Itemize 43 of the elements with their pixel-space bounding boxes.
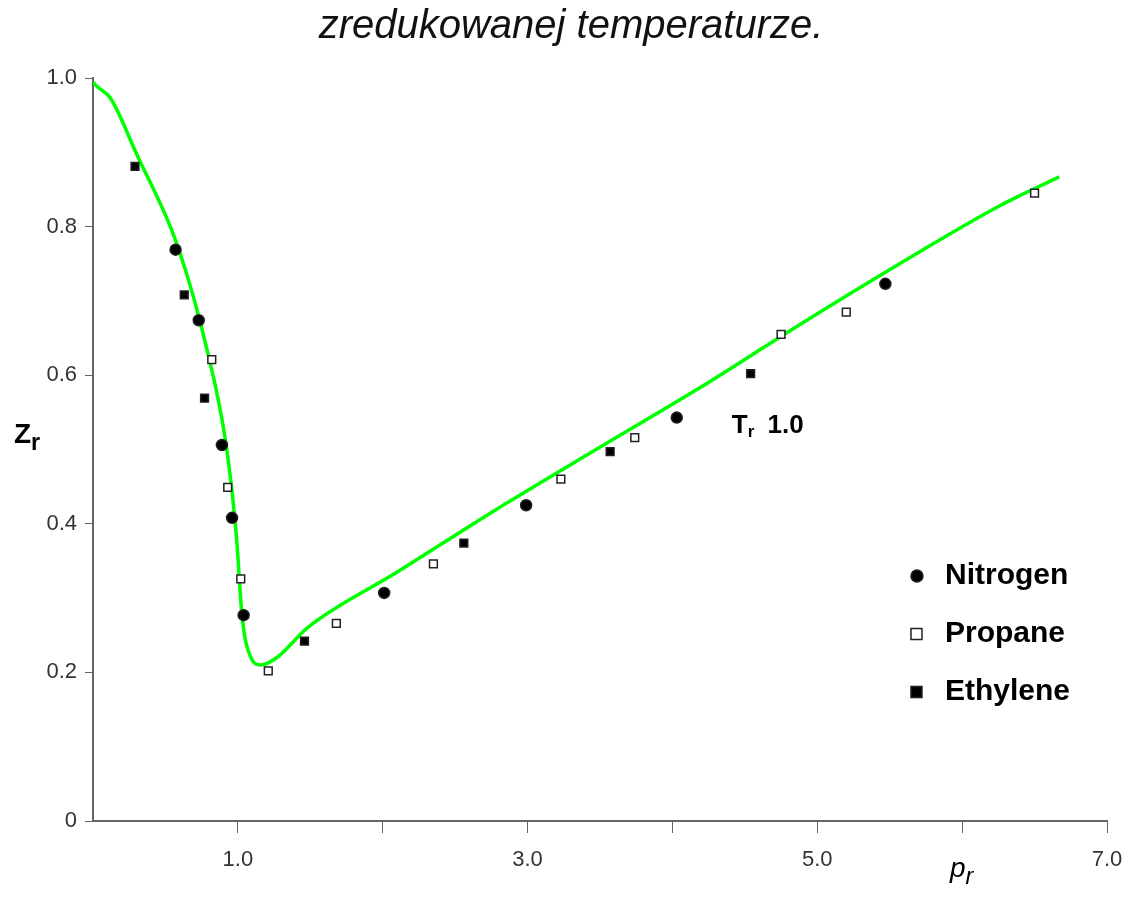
legend-label: Propane — [944, 615, 1065, 649]
point — [630, 432, 640, 443]
point — [879, 277, 892, 291]
point — [199, 393, 210, 403]
point — [1029, 188, 1040, 198]
point — [299, 636, 310, 646]
x-tick-label: 5.0 — [801, 846, 833, 872]
point — [556, 474, 566, 484]
y-tick-label: 0.2 — [46, 658, 77, 684]
point — [776, 329, 786, 339]
x-tick-label: 1.0 — [222, 846, 254, 872]
y-axis-title: Z$_{r}$ — [14, 418, 41, 456]
point — [746, 369, 756, 379]
point — [459, 538, 469, 548]
point — [605, 447, 615, 457]
point — [130, 161, 140, 172]
legend-label: Nitrogen — [944, 557, 1069, 591]
y-tick-label: 0.8 — [46, 212, 77, 238]
x-tick-label: 3.0 — [512, 846, 543, 872]
y-tick-label: 0.6 — [46, 361, 77, 387]
y-tick-label: 1.0 — [46, 64, 77, 90]
point — [236, 574, 246, 584]
point — [225, 511, 239, 525]
point — [331, 618, 341, 628]
point — [841, 307, 851, 317]
x-axis-title: p$_{r}$ — [950, 852, 974, 890]
x-tick-label: 7.0 — [1091, 846, 1123, 872]
point — [237, 608, 250, 622]
point — [207, 354, 217, 365]
y-tick-label: 0 — [64, 807, 77, 833]
point — [192, 313, 205, 327]
point — [215, 438, 229, 452]
point — [377, 586, 391, 600]
point — [428, 559, 439, 569]
point — [670, 411, 684, 424]
point — [223, 482, 233, 493]
point — [263, 666, 273, 676]
chart-title: zredukowanej temperaturze. — [317, 2, 825, 47]
legend-label: Ethylene — [944, 673, 1071, 707]
point — [169, 243, 182, 256]
y-tick-label: 0.4 — [46, 509, 77, 535]
point — [179, 290, 189, 300]
point — [519, 498, 533, 512]
